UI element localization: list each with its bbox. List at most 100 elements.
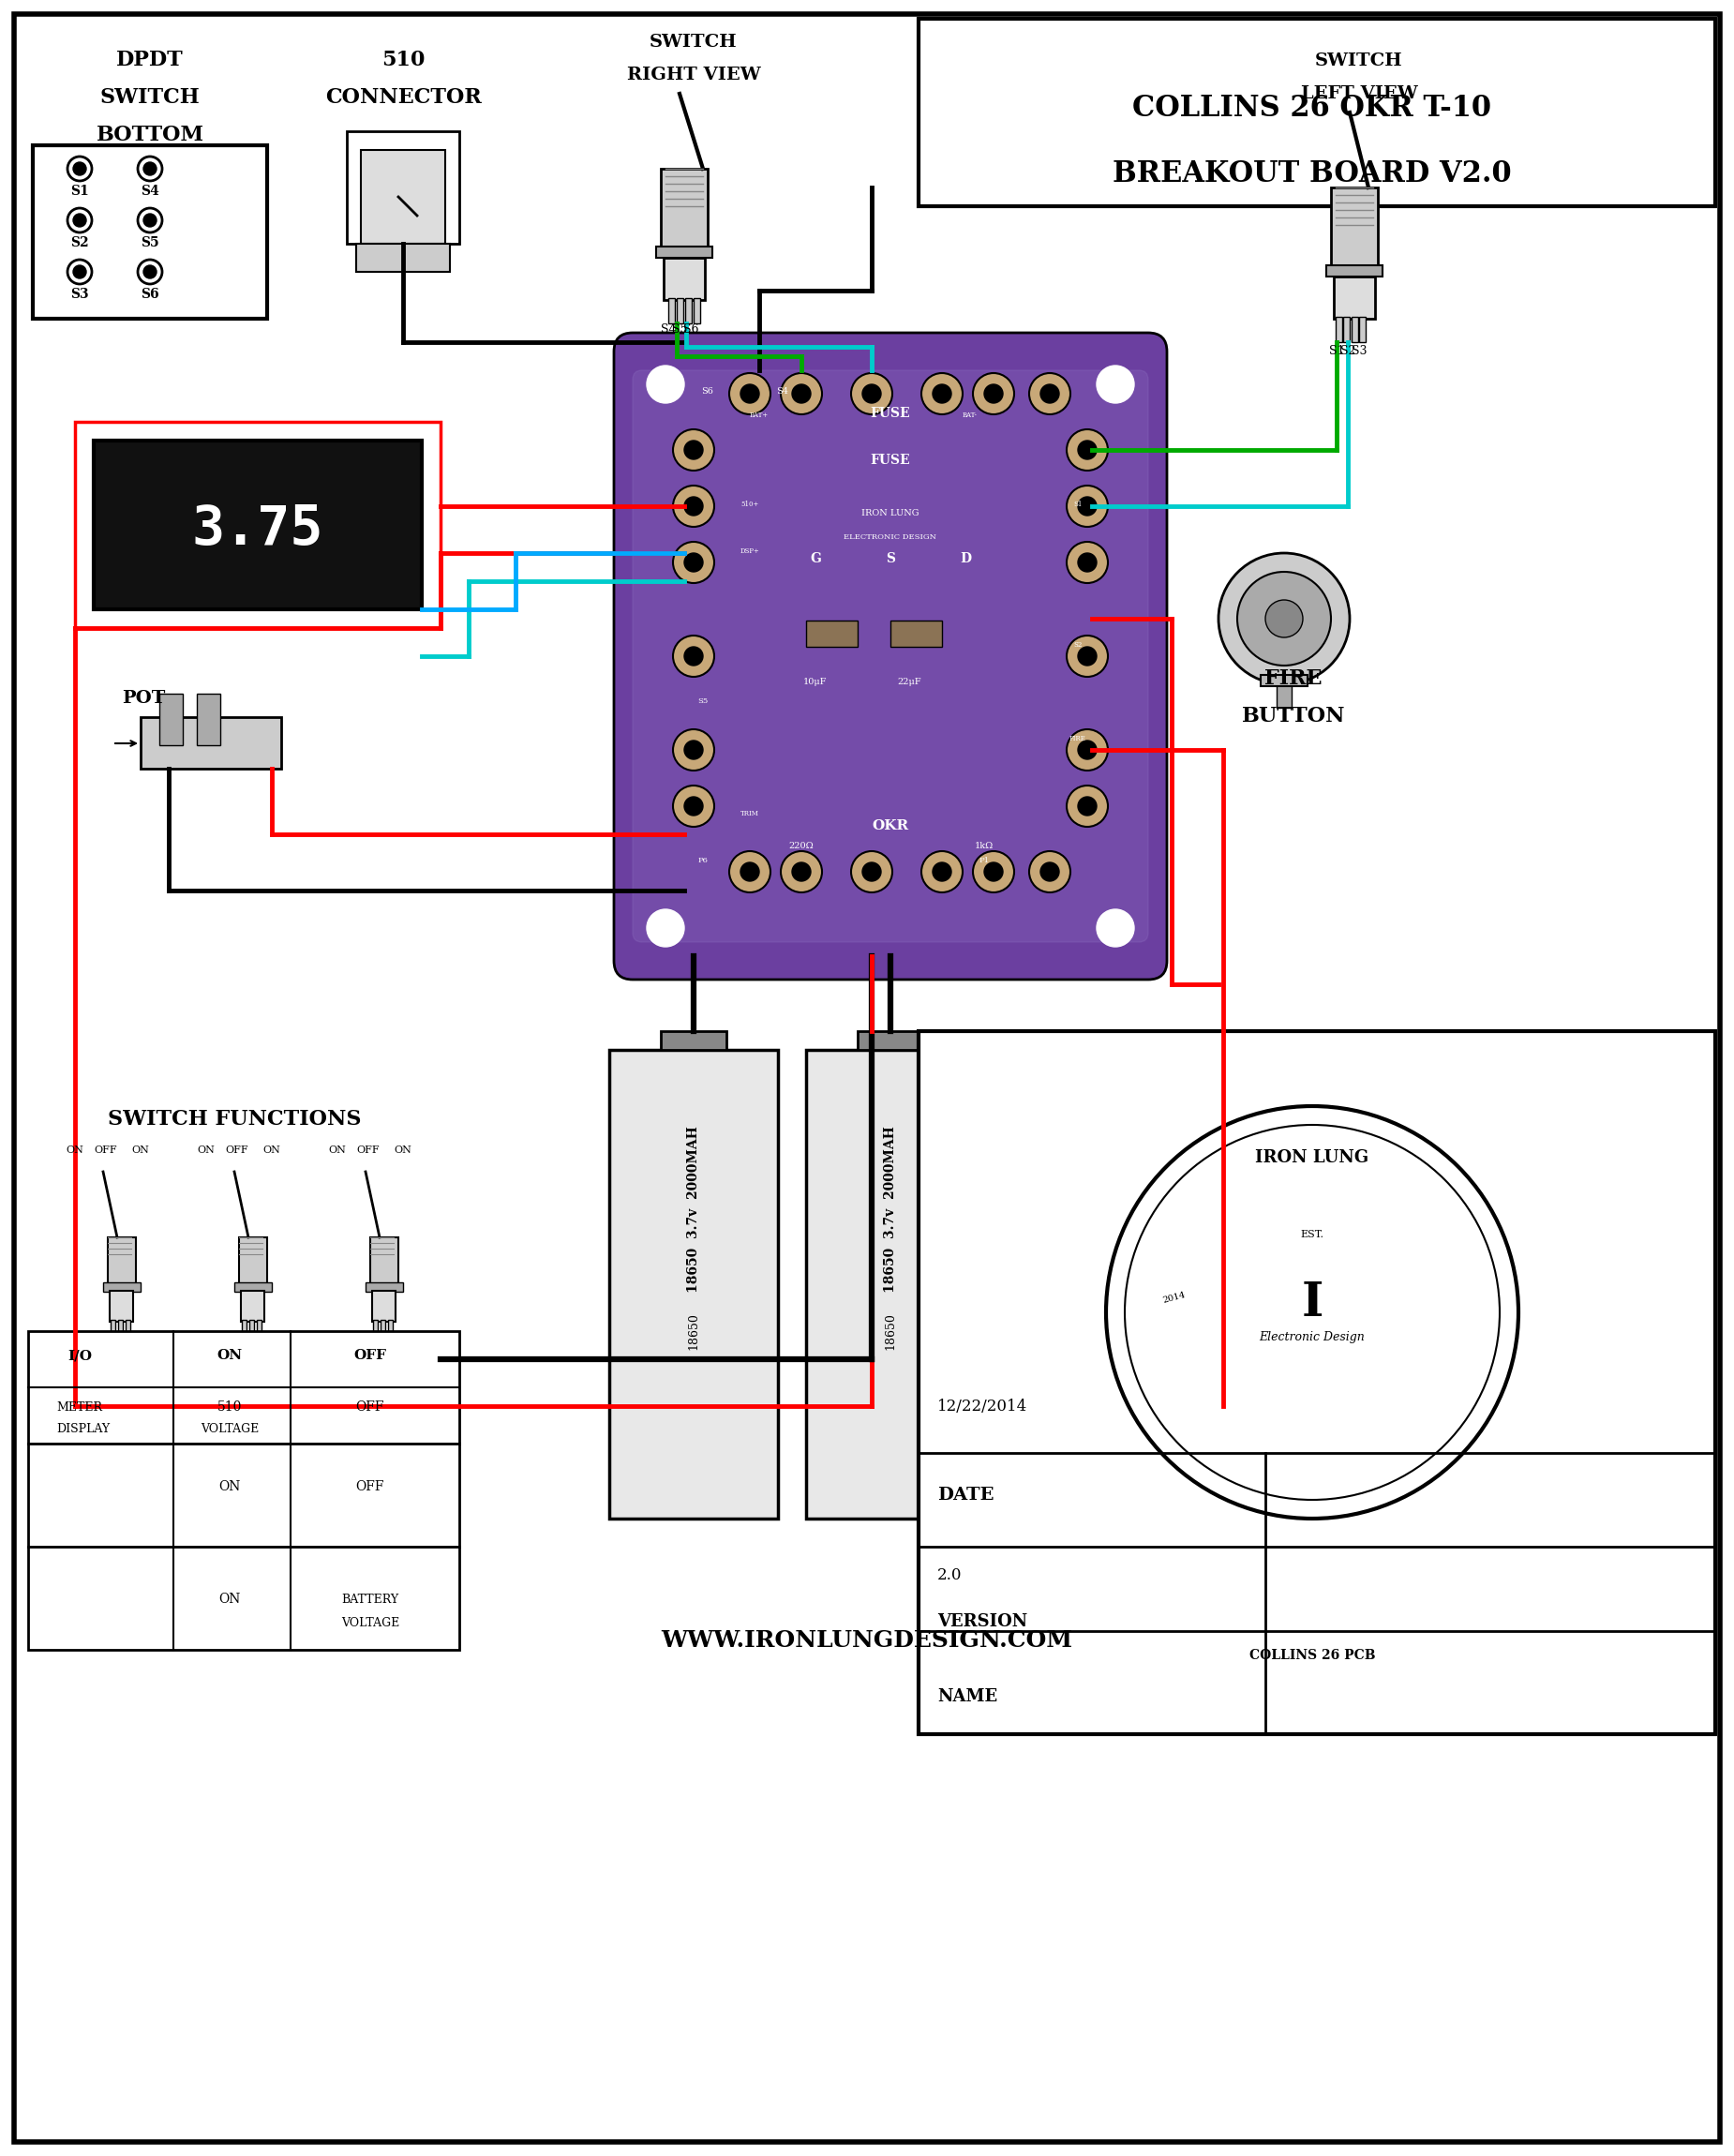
Bar — [373, 1291, 395, 1322]
Circle shape — [68, 157, 92, 181]
Circle shape — [137, 209, 163, 233]
Text: S1: S1 — [1328, 345, 1344, 358]
Text: Electronic Design: Electronic Design — [1259, 1330, 1365, 1343]
Text: S1: S1 — [71, 185, 88, 198]
Text: ON: ON — [132, 1145, 149, 1156]
Text: DISPLAY: DISPLAY — [55, 1423, 109, 1436]
Circle shape — [685, 740, 702, 759]
Bar — [111, 1319, 114, 1341]
Bar — [371, 1238, 399, 1285]
Bar — [806, 621, 858, 647]
Text: S6: S6 — [683, 323, 699, 336]
Circle shape — [921, 852, 962, 893]
Text: 220Ω: 220Ω — [789, 841, 813, 849]
Circle shape — [685, 496, 702, 515]
Bar — [655, 246, 713, 259]
Text: CONNECTOR: CONNECTOR — [324, 86, 482, 108]
Text: FIRE: FIRE — [1070, 735, 1085, 742]
Text: IRON LUNG: IRON LUNG — [862, 509, 919, 517]
Text: P1: P1 — [980, 856, 990, 865]
Bar — [661, 168, 707, 248]
Circle shape — [1040, 384, 1059, 403]
Bar — [1335, 317, 1342, 343]
Circle shape — [1066, 429, 1108, 470]
Circle shape — [1219, 554, 1349, 683]
Bar — [33, 144, 267, 319]
Circle shape — [1066, 541, 1108, 582]
Circle shape — [792, 384, 812, 403]
FancyBboxPatch shape — [633, 371, 1148, 942]
Bar — [1261, 675, 1307, 686]
Text: VOLTAGE: VOLTAGE — [342, 1617, 399, 1630]
Circle shape — [144, 162, 156, 175]
Circle shape — [1079, 647, 1096, 666]
Text: S: S — [886, 552, 895, 565]
Text: 2014: 2014 — [1162, 1291, 1188, 1304]
Circle shape — [1125, 1125, 1500, 1501]
Text: BATTERY: BATTERY — [342, 1593, 399, 1606]
Text: DPDT: DPDT — [116, 50, 184, 71]
Circle shape — [685, 554, 702, 571]
Bar — [102, 1283, 140, 1291]
Text: I/O: I/O — [68, 1350, 92, 1363]
Bar — [108, 1238, 135, 1285]
Text: 2.0: 2.0 — [938, 1567, 962, 1583]
Text: VOLTAGE: VOLTAGE — [201, 1423, 258, 1436]
Circle shape — [1030, 852, 1070, 893]
Circle shape — [1066, 485, 1108, 526]
Text: COLLINS 26 PCB: COLLINS 26 PCB — [1248, 1649, 1375, 1662]
Bar — [160, 694, 182, 746]
Circle shape — [1079, 440, 1096, 459]
Circle shape — [862, 862, 881, 882]
Bar — [664, 259, 704, 300]
Text: 510+: 510+ — [740, 500, 759, 509]
Bar — [28, 1330, 460, 1445]
Circle shape — [144, 213, 156, 226]
Circle shape — [1079, 554, 1096, 571]
Text: 510: 510 — [217, 1401, 243, 1414]
Text: S4: S4 — [777, 388, 789, 395]
Text: WWW.IRONLUNGDESIGN.COM: WWW.IRONLUNGDESIGN.COM — [661, 1630, 1073, 1651]
Circle shape — [730, 852, 770, 893]
Text: 10μF: 10μF — [803, 677, 827, 686]
Circle shape — [68, 259, 92, 285]
Bar — [239, 1238, 267, 1285]
Text: COLLINS 26 OKR T-10: COLLINS 26 OKR T-10 — [1132, 93, 1491, 123]
Bar — [234, 1283, 272, 1291]
Text: EST.: EST. — [1300, 1229, 1325, 1240]
Bar — [891, 621, 942, 647]
Bar — [373, 1319, 378, 1341]
Bar — [1333, 276, 1375, 319]
Bar — [94, 440, 421, 610]
Text: BREAKOUT BOARD V2.0: BREAKOUT BOARD V2.0 — [1113, 160, 1512, 188]
Text: 510: 510 — [381, 50, 425, 71]
Text: METER: METER — [55, 1401, 102, 1414]
Text: S4: S4 — [661, 323, 676, 336]
Text: S6: S6 — [140, 287, 160, 302]
Text: POT: POT — [121, 690, 165, 707]
Bar — [257, 1319, 262, 1341]
Text: TRIM: TRIM — [740, 811, 759, 817]
Circle shape — [1040, 862, 1059, 882]
Bar — [1359, 317, 1366, 343]
Text: RIGHT VIEW: RIGHT VIEW — [626, 67, 761, 84]
Circle shape — [685, 440, 702, 459]
Circle shape — [1096, 910, 1134, 946]
Circle shape — [1096, 367, 1134, 403]
Bar — [28, 1546, 460, 1649]
Circle shape — [1106, 1106, 1519, 1518]
Text: IRON LUNG: IRON LUNG — [1255, 1149, 1368, 1166]
Circle shape — [985, 862, 1002, 882]
Text: ON: ON — [66, 1145, 83, 1156]
Text: SWITCH: SWITCH — [1314, 52, 1403, 69]
Text: S5: S5 — [140, 237, 160, 250]
Text: VERSION: VERSION — [938, 1613, 1028, 1630]
Circle shape — [1066, 785, 1108, 826]
Circle shape — [1238, 571, 1332, 666]
Text: 12/22/2014: 12/22/2014 — [938, 1399, 1028, 1414]
Bar — [118, 1319, 123, 1341]
Text: 18650: 18650 — [687, 1313, 701, 1350]
Bar — [676, 298, 683, 323]
Circle shape — [740, 862, 759, 882]
Text: BAT-: BAT- — [962, 412, 978, 418]
